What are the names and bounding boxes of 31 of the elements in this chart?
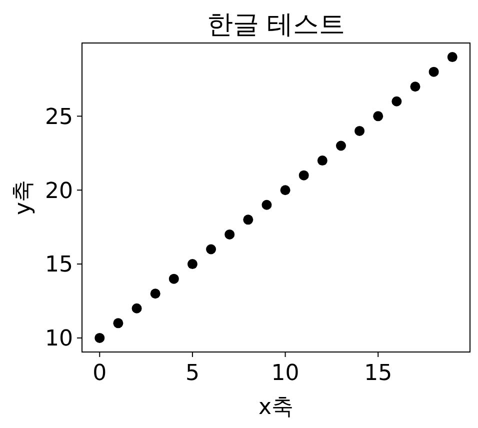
point	[354, 126, 365, 136]
point	[392, 96, 402, 106]
point	[168, 274, 179, 284]
point	[224, 229, 235, 240]
point	[206, 244, 216, 254]
point	[262, 200, 272, 210]
point	[373, 111, 384, 122]
point	[336, 140, 346, 151]
point	[317, 156, 328, 166]
point	[132, 303, 142, 314]
point	[428, 66, 439, 77]
y-tick-label: 25	[45, 104, 73, 130]
y-axis-title: y축	[11, 180, 36, 216]
x-tick-label: 10	[271, 361, 300, 386]
chart-title: 한글 테스트	[206, 10, 346, 40]
y-tick-label: 15	[45, 252, 73, 278]
point	[113, 318, 124, 328]
point	[298, 170, 309, 180]
y-tick-label: 10	[45, 326, 73, 352]
point	[150, 288, 160, 299]
point	[94, 332, 105, 343]
x-tick-label: 5	[185, 361, 200, 386]
point	[410, 82, 420, 92]
x-tick-label: 0	[92, 361, 107, 386]
x-axis-title: x축	[258, 395, 294, 420]
y-tick-label: 20	[45, 178, 73, 204]
point	[243, 214, 254, 225]
point	[187, 259, 198, 270]
point	[447, 52, 458, 62]
point	[280, 185, 290, 196]
x-tick-label: 15	[364, 361, 392, 386]
